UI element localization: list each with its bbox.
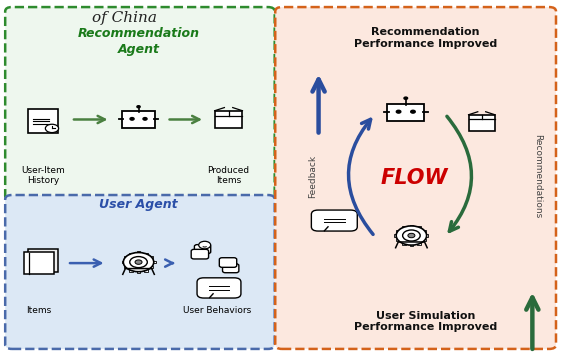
- Bar: [402, 226, 406, 228]
- Circle shape: [143, 117, 147, 120]
- FancyBboxPatch shape: [311, 210, 357, 231]
- Bar: [137, 251, 140, 253]
- FancyBboxPatch shape: [191, 249, 209, 259]
- Circle shape: [404, 97, 408, 99]
- Bar: [417, 243, 421, 245]
- Bar: [150, 266, 153, 268]
- Text: Items: Items: [27, 306, 51, 315]
- Bar: [409, 244, 413, 246]
- Bar: [124, 256, 127, 258]
- FancyArrowPatch shape: [349, 119, 373, 234]
- FancyBboxPatch shape: [219, 258, 237, 267]
- FancyBboxPatch shape: [275, 7, 556, 349]
- Circle shape: [45, 124, 59, 132]
- FancyBboxPatch shape: [197, 278, 241, 298]
- Text: Produced
Items: Produced Items: [208, 166, 250, 185]
- FancyBboxPatch shape: [5, 7, 275, 200]
- Text: of China: of China: [92, 11, 157, 25]
- Text: User Behaviors: User Behaviors: [183, 306, 252, 315]
- Circle shape: [199, 241, 211, 249]
- FancyArrowPatch shape: [447, 116, 472, 231]
- Circle shape: [408, 233, 415, 238]
- Bar: [469, 115, 495, 131]
- Bar: [122, 261, 125, 263]
- Bar: [129, 269, 133, 272]
- FancyBboxPatch shape: [223, 264, 239, 273]
- Circle shape: [135, 260, 142, 264]
- Text: Recommendation
Performance Improved: Recommendation Performance Improved: [354, 27, 497, 49]
- Bar: [396, 230, 400, 232]
- Bar: [394, 234, 398, 237]
- Text: User Agent: User Agent: [99, 198, 178, 211]
- FancyBboxPatch shape: [5, 195, 275, 349]
- Bar: [124, 266, 127, 268]
- Bar: [152, 261, 156, 263]
- FancyBboxPatch shape: [28, 109, 58, 134]
- Bar: [402, 243, 406, 245]
- Bar: [215, 111, 243, 128]
- Bar: [137, 271, 140, 273]
- Bar: [150, 256, 153, 258]
- Bar: [409, 225, 413, 227]
- Circle shape: [137, 106, 140, 108]
- Text: Recommendations: Recommendations: [534, 134, 543, 218]
- Text: FLOW: FLOW: [381, 168, 448, 188]
- Circle shape: [396, 226, 426, 245]
- Bar: [396, 239, 400, 241]
- FancyBboxPatch shape: [122, 111, 156, 127]
- Text: User Simulation
Performance Improved: User Simulation Performance Improved: [354, 311, 497, 333]
- Bar: [144, 269, 148, 272]
- Circle shape: [411, 110, 415, 113]
- Circle shape: [130, 257, 147, 268]
- Bar: [144, 253, 148, 255]
- FancyBboxPatch shape: [28, 250, 58, 272]
- Bar: [129, 253, 133, 255]
- FancyBboxPatch shape: [24, 252, 54, 274]
- Bar: [423, 239, 426, 241]
- Bar: [417, 226, 421, 228]
- Circle shape: [124, 252, 154, 272]
- Bar: [423, 230, 426, 232]
- Circle shape: [396, 110, 401, 113]
- Text: Feedback: Feedback: [309, 155, 318, 198]
- FancyBboxPatch shape: [387, 104, 424, 121]
- FancyBboxPatch shape: [195, 245, 211, 253]
- Text: Recommendation
Agent: Recommendation Agent: [77, 27, 200, 56]
- Circle shape: [130, 117, 134, 120]
- Circle shape: [403, 230, 420, 241]
- Text: User-Item
History: User-Item History: [21, 166, 65, 185]
- Bar: [425, 234, 429, 237]
